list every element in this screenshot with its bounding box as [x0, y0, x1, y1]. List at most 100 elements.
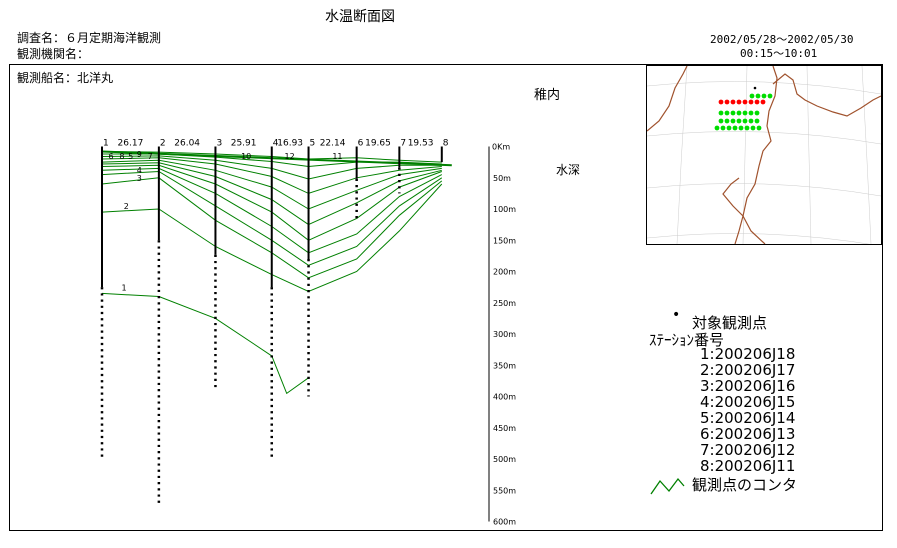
station-marker [738, 125, 744, 131]
ship-name: 観測船名：北洋丸 [17, 71, 114, 85]
chart-labels: 1 2 3 4 5 6 7 826.17 26.04 25.91 16.93 22.14 19.65 19… [103, 139, 449, 293]
contour-line-6 [101, 164, 442, 241]
legend-station-item: 5:200206J14 [700, 409, 796, 427]
interval-label: 16.93 [277, 139, 303, 149]
station-label-6: 6 [358, 139, 364, 149]
interval-label: 22.14 [320, 139, 346, 149]
station-marker [754, 110, 760, 116]
contour-label: 8 [119, 152, 124, 161]
depth-tick-label: 350m [493, 361, 516, 370]
station-marker [754, 99, 760, 105]
contour-line-1 [101, 292, 309, 395]
interval-label: 26.04 [174, 139, 200, 149]
station-profiles [100, 146, 443, 506]
agency-name: 観測機関名： [17, 47, 90, 61]
station-marker [718, 99, 724, 105]
station-marker [748, 110, 754, 116]
station-label-1: 1 [103, 139, 109, 149]
plot-frame [9, 64, 883, 531]
depth-tick-label: 150m [493, 236, 516, 245]
station-marker [736, 118, 742, 124]
station-marker [720, 125, 726, 131]
interval-label: 19.65 [365, 139, 391, 149]
contour-label: 10 [241, 152, 251, 161]
legend-target-label: 対象観測点 [692, 314, 768, 332]
contour-line-4 [101, 170, 443, 266]
target-point-icon: • [672, 307, 681, 323]
station-marker [754, 118, 760, 124]
contour-line-10 [101, 155, 442, 180]
legend-station-item: 1:200206J18 [700, 345, 796, 363]
contour-line-12 [101, 151, 442, 163]
station-marker [730, 118, 736, 124]
station-marker [724, 110, 730, 116]
map-graticule [646, 65, 882, 247]
station-marker [714, 125, 720, 131]
legend-station-list: 1:200206J18 2:200206J17 3:200206J16 4:20020… [700, 346, 795, 474]
page-title: 水温断面図 [325, 9, 395, 25]
contour-lines [101, 150, 452, 395]
surface-line [101, 150, 452, 167]
survey-name: 調査名：６月定期海洋観測 [17, 31, 162, 45]
station-marker [761, 93, 767, 99]
station-marker [748, 99, 754, 105]
y-axis-label: 水深 [556, 163, 581, 177]
station-marker [726, 125, 732, 131]
place-label: 稚内 [534, 88, 561, 103]
contour-label: 11 [332, 152, 342, 161]
station-marker [724, 118, 730, 124]
time-range: 00:15～10:01 [740, 47, 818, 60]
station-label-2: 2 [160, 139, 166, 149]
depth-tick-label: 500m [493, 455, 516, 464]
depth-tick-label: 450m [493, 424, 516, 433]
contour-line-8 [101, 159, 442, 210]
contour-label: 9 [137, 150, 142, 159]
station-marker [736, 99, 742, 105]
interval-label: 25.91 [231, 139, 257, 149]
legend-station-number: ｽﾃｰｼｮﾝ番号 [649, 331, 725, 349]
x-unit-label: 0Km [492, 143, 510, 152]
contour-label: 1 [122, 283, 127, 292]
contour-line-9 [101, 157, 442, 194]
hokkaido-map-svg [646, 65, 882, 247]
contour-line-2 [101, 183, 443, 293]
interval-label: 19.53 [408, 139, 434, 149]
depth-tick-label: 300m [493, 330, 516, 339]
depth-tick-label: 600m [493, 518, 516, 527]
contour-line-3 [101, 177, 443, 279]
contour-icon [650, 477, 685, 495]
contour-line-5 [101, 167, 443, 254]
date-range: 2002/05/28～2002/05/30 [710, 33, 854, 46]
contour-label: 2 [124, 202, 129, 211]
station-marker [732, 125, 738, 131]
station-marker [749, 93, 755, 99]
legend-station-item: 7:200206J12 [700, 441, 796, 459]
station-marker [742, 110, 748, 116]
legend-station-item: 3:200206J16 [700, 377, 796, 395]
station-marker [742, 99, 748, 105]
contour-label: 3 [137, 174, 142, 183]
legend-contour-label: 観測点のコンタ [692, 476, 798, 494]
coastline [646, 65, 882, 245]
contour-line-7 [101, 162, 442, 226]
station-marker [767, 93, 773, 99]
legend-station-item: 8:200206J11 [700, 457, 796, 475]
station-marker [744, 125, 750, 131]
contour-label: 12 [285, 152, 295, 161]
depth-tick-label: 200m [493, 268, 516, 277]
station-label-7: 7 [400, 139, 406, 149]
station-marker [756, 125, 762, 131]
station-marker [718, 118, 724, 124]
depth-tick-label: 550m [493, 486, 516, 495]
depth-tick-label: 400m [493, 393, 516, 402]
station-marker [750, 125, 756, 131]
station-label-4: 4 [273, 139, 279, 149]
interval-label: 26.17 [118, 139, 144, 149]
station-label-5: 5 [310, 139, 316, 149]
station-label-3: 3 [216, 139, 222, 149]
station-marker [730, 110, 736, 116]
station-marker [760, 99, 766, 105]
depth-axis: 0Km 50m 100m 150m 200m 250m 300m 350m 400m 450m 50… [488, 143, 516, 527]
depth-tick-label: 50m [493, 174, 511, 183]
